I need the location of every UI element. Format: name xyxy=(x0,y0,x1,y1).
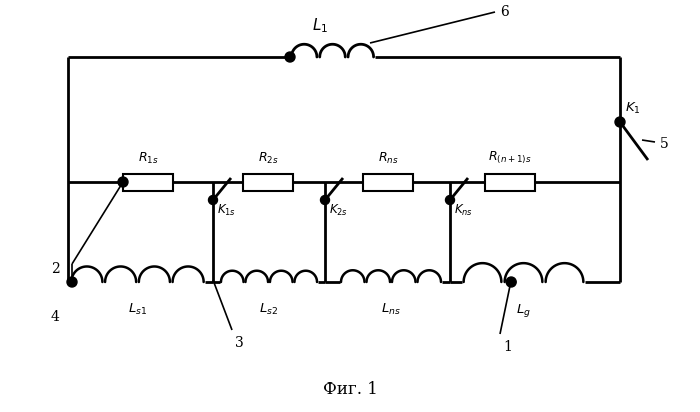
Text: $L_{ns}$: $L_{ns}$ xyxy=(381,302,401,317)
Circle shape xyxy=(445,196,454,204)
Bar xyxy=(363,173,413,190)
Text: Фиг. 1: Фиг. 1 xyxy=(323,381,377,398)
Circle shape xyxy=(67,277,77,287)
Bar xyxy=(243,173,293,190)
Text: $R_{2s}$: $R_{2s}$ xyxy=(258,151,279,166)
Text: $R_{ns}$: $R_{ns}$ xyxy=(378,151,398,166)
Text: $L_{s2}$: $L_{s2}$ xyxy=(260,302,279,317)
Text: $K_{1s}$: $K_{1s}$ xyxy=(217,203,236,218)
Text: 4: 4 xyxy=(50,310,60,324)
Text: $L_g$: $L_g$ xyxy=(516,302,531,319)
Text: $K_{2s}$: $K_{2s}$ xyxy=(329,203,348,218)
Circle shape xyxy=(209,196,218,204)
Text: $L_1$: $L_1$ xyxy=(312,16,328,35)
Text: 1: 1 xyxy=(503,340,512,354)
Bar xyxy=(485,173,535,190)
Text: 5: 5 xyxy=(660,137,668,151)
Circle shape xyxy=(506,277,516,287)
Circle shape xyxy=(321,196,330,204)
Text: $K_1$: $K_1$ xyxy=(625,101,640,116)
Circle shape xyxy=(285,52,295,62)
Text: 6: 6 xyxy=(500,5,509,19)
Bar xyxy=(123,173,173,190)
Circle shape xyxy=(615,117,625,127)
Text: $R_{(n+1)s}$: $R_{(n+1)s}$ xyxy=(488,150,532,166)
Text: $L_{s1}$: $L_{s1}$ xyxy=(128,302,147,317)
Circle shape xyxy=(118,177,128,187)
Text: 2: 2 xyxy=(51,262,60,276)
Text: $R_{1s}$: $R_{1s}$ xyxy=(138,151,158,166)
Text: 3: 3 xyxy=(235,336,244,350)
Text: $K_{ns}$: $K_{ns}$ xyxy=(454,203,473,218)
